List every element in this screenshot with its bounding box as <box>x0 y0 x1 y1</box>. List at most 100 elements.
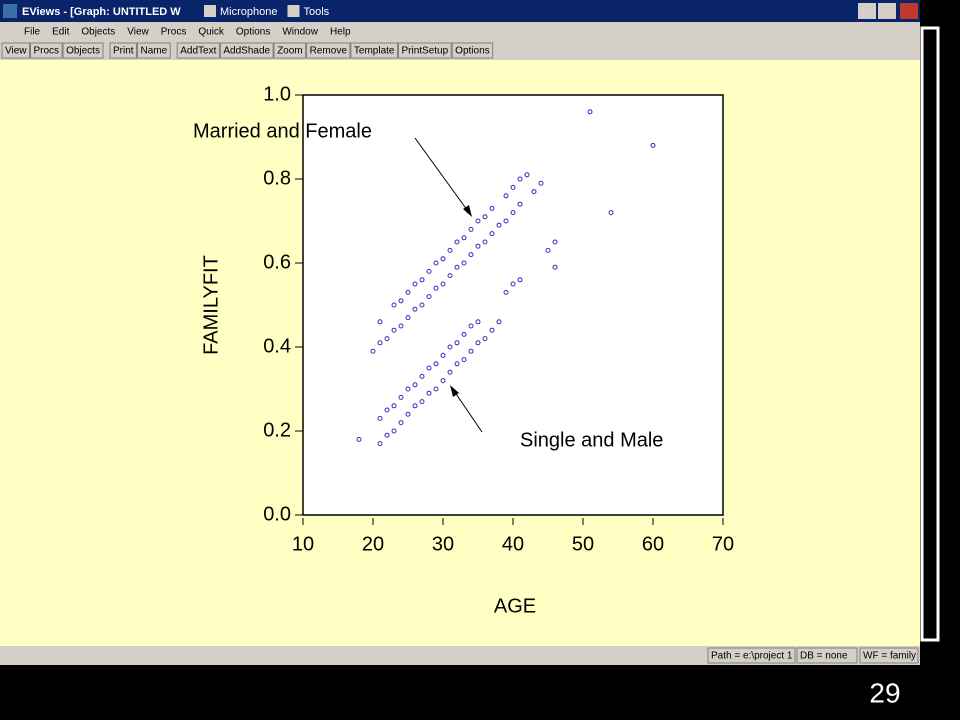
status-field <box>859 647 919 664</box>
tray-icon[interactable] <box>287 5 300 17</box>
arrow <box>414 137 471 215</box>
point <box>475 340 481 346</box>
slide-number: 29 <box>869 677 900 708</box>
toolbar-button[interactable] <box>219 42 274 59</box>
toolbar-label[interactable]: PrintSetup <box>401 46 448 57</box>
toolbar-label[interactable]: AddText <box>180 46 216 57</box>
point <box>454 264 460 270</box>
toolbar-label[interactable]: Name <box>141 46 168 57</box>
x-axis-label: AGE <box>494 595 536 617</box>
point <box>503 289 509 295</box>
point <box>468 252 474 258</box>
tray-item[interactable]: Microphone <box>220 6 277 18</box>
tray-icon[interactable] <box>204 5 216 17</box>
toolbar-label[interactable]: Template <box>354 46 395 57</box>
point <box>503 218 509 224</box>
menu-item[interactable]: Procs <box>161 27 187 38</box>
point <box>412 382 418 388</box>
point <box>426 365 432 371</box>
point <box>398 298 404 304</box>
point <box>517 176 523 182</box>
toolbar-button[interactable] <box>109 42 138 59</box>
menu-item[interactable]: Options <box>236 27 270 38</box>
menu-item[interactable]: Help <box>330 27 351 38</box>
point <box>650 142 656 148</box>
toolbar-label[interactable]: Procs <box>34 46 60 57</box>
point <box>412 306 418 312</box>
status-text: Path = e:\project 1 <box>711 651 793 662</box>
toolbar-label[interactable]: Options <box>455 46 489 57</box>
point <box>475 319 481 325</box>
toolbar-button[interactable] <box>30 42 63 59</box>
toolbar-label[interactable]: AddShade <box>223 46 270 57</box>
point <box>426 268 432 274</box>
menu-item[interactable]: File <box>24 27 41 38</box>
menu-item[interactable]: View <box>127 27 149 38</box>
toolbar-button[interactable] <box>176 42 220 59</box>
menu-item[interactable]: Edit <box>52 27 69 38</box>
point <box>377 415 383 421</box>
point <box>475 218 481 224</box>
point <box>524 172 530 178</box>
point <box>391 403 397 409</box>
point <box>391 302 397 308</box>
tray-item[interactable]: Tools <box>303 6 329 18</box>
toolbar-button[interactable] <box>62 42 104 59</box>
toolbar-label[interactable]: View <box>5 46 27 57</box>
point <box>496 222 502 228</box>
menu-item[interactable]: Quick <box>198 27 225 38</box>
point <box>440 378 446 384</box>
point <box>489 231 495 237</box>
toolbar-label[interactable]: Objects <box>66 46 100 57</box>
point <box>447 344 453 350</box>
toolbar-button[interactable] <box>306 42 351 59</box>
app-icon <box>3 4 17 18</box>
y-tick-label: 0.6 <box>263 251 291 273</box>
point <box>398 420 404 426</box>
point <box>454 239 460 245</box>
point <box>440 352 446 358</box>
toolbar-button[interactable] <box>1 42 30 59</box>
minimize-button[interactable] <box>858 3 876 19</box>
point <box>468 226 474 232</box>
toolbar-button[interactable] <box>451 42 494 59</box>
point <box>461 331 467 337</box>
point <box>531 189 537 195</box>
point <box>461 357 467 363</box>
point <box>433 386 439 392</box>
menu-item[interactable]: Window <box>282 27 318 38</box>
point <box>398 323 404 329</box>
menu-item[interactable]: Objects <box>81 27 115 38</box>
maximize-button[interactable] <box>878 3 896 19</box>
point <box>447 273 453 279</box>
point <box>496 319 502 325</box>
toolbar-label[interactable]: Print <box>113 46 134 57</box>
point <box>405 386 411 392</box>
point <box>468 348 474 354</box>
point <box>433 361 439 367</box>
y-axis-label: FAMILYFIT <box>200 255 222 355</box>
menu-bar <box>0 22 920 41</box>
x-tick-label: 20 <box>362 533 384 555</box>
point <box>377 319 383 325</box>
point <box>377 441 383 447</box>
toolbar-button[interactable] <box>137 42 171 59</box>
x-tick-label: 10 <box>292 533 314 555</box>
point <box>461 235 467 241</box>
point <box>426 390 432 396</box>
toolbar-label[interactable]: Remove <box>310 46 348 57</box>
status-text: DB = none <box>800 651 848 662</box>
point <box>405 411 411 417</box>
point <box>489 327 495 333</box>
point <box>552 264 558 270</box>
toolbar-label[interactable]: Zoom <box>277 46 303 57</box>
status-bar <box>0 646 920 665</box>
point <box>405 315 411 321</box>
point <box>608 210 614 216</box>
x-tick-label: 50 <box>572 533 594 555</box>
toolbar-button[interactable] <box>397 42 452 59</box>
close-button[interactable] <box>900 3 918 19</box>
toolbar-button[interactable] <box>350 42 398 59</box>
toolbar-button[interactable] <box>273 42 307 59</box>
point <box>384 336 390 342</box>
